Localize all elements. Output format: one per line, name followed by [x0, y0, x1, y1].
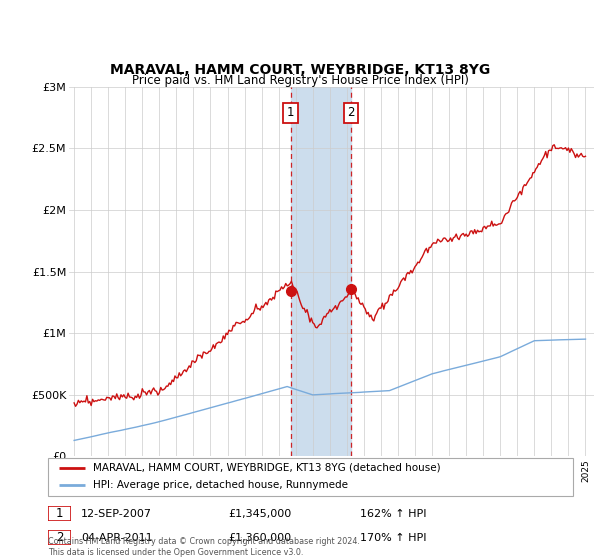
FancyBboxPatch shape: [48, 530, 71, 545]
FancyBboxPatch shape: [48, 506, 71, 521]
Text: Contains HM Land Registry data © Crown copyright and database right 2024.
This d: Contains HM Land Registry data © Crown c…: [48, 537, 360, 557]
Text: 1: 1: [287, 106, 295, 119]
Text: 2: 2: [56, 531, 63, 544]
Text: 1: 1: [56, 507, 63, 520]
FancyBboxPatch shape: [48, 458, 573, 496]
Text: Price paid vs. HM Land Registry's House Price Index (HPI): Price paid vs. HM Land Registry's House …: [131, 73, 469, 87]
Text: 162% ↑ HPI: 162% ↑ HPI: [360, 508, 427, 519]
Text: 2: 2: [347, 106, 355, 119]
Text: MARAVAL, HAMM COURT, WEYBRIDGE, KT13 8YG: MARAVAL, HAMM COURT, WEYBRIDGE, KT13 8YG: [110, 63, 490, 77]
Text: MARAVAL, HAMM COURT, WEYBRIDGE, KT13 8YG (detached house): MARAVAL, HAMM COURT, WEYBRIDGE, KT13 8YG…: [92, 463, 440, 473]
Text: 04-APR-2011: 04-APR-2011: [81, 533, 152, 543]
Text: £1,360,000: £1,360,000: [228, 533, 291, 543]
Text: HPI: Average price, detached house, Runnymede: HPI: Average price, detached house, Runn…: [92, 480, 347, 491]
Text: 12-SEP-2007: 12-SEP-2007: [81, 508, 152, 519]
Text: 170% ↑ HPI: 170% ↑ HPI: [360, 533, 427, 543]
Bar: [290, 87, 351, 456]
Text: £1,345,000: £1,345,000: [228, 508, 291, 519]
